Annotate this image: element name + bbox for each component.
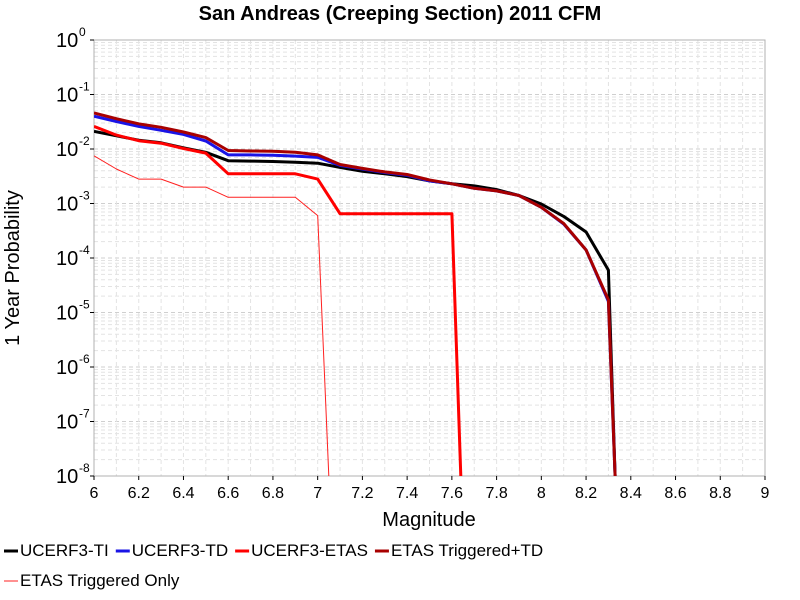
y-tick-base: 10 xyxy=(56,412,78,434)
legend-item: UCERF3-TD xyxy=(115,541,228,560)
y-tick-label: 10 -1 xyxy=(56,80,90,107)
y-tick-label: 10 -7 xyxy=(56,407,90,434)
x-tick-label: 7.2 xyxy=(351,485,373,502)
y-tick-base: 10 xyxy=(56,30,78,52)
legend-item: UCERF3-ETAS xyxy=(235,541,368,560)
series-line-ucerf3-etas xyxy=(94,125,463,476)
gridlines xyxy=(93,40,766,477)
y-tick-base: 10 xyxy=(56,248,78,270)
x-tick-label: 6.8 xyxy=(262,485,284,502)
legend-label: ETAS Triggered+TD xyxy=(391,541,543,560)
y-axis-label: 1 Year Probability xyxy=(2,190,24,346)
legend-item: ETAS Triggered Only xyxy=(4,571,180,590)
x-tick-label: 6.6 xyxy=(217,485,239,502)
series-line-etas-triggered-td xyxy=(94,111,617,476)
y-tick-exponent: -3 xyxy=(79,189,90,203)
x-tick-label: 8.2 xyxy=(575,485,597,502)
y-tick-base: 10 xyxy=(56,85,78,107)
legend-label: UCERF3-TD xyxy=(132,541,228,560)
y-tick-label: 10 -6 xyxy=(56,352,90,379)
x-axis-label: Magnitude xyxy=(382,509,475,531)
y-tick-label: 10 0 xyxy=(56,25,86,52)
x-tick-label: 8.8 xyxy=(709,485,731,502)
x-tick-label: 8.4 xyxy=(620,485,642,502)
x-tick-label: 7.4 xyxy=(396,485,418,502)
y-tick-exponent: -1 xyxy=(79,80,90,94)
y-tick-exponent: 0 xyxy=(79,25,86,39)
y-tick-label: 10 -3 xyxy=(56,189,90,216)
x-tick-label: 6 xyxy=(90,485,99,502)
x-tick-label: 9 xyxy=(761,485,770,502)
y-tick-label: 10 -4 xyxy=(56,243,90,270)
y-tick-label: 10 -8 xyxy=(56,461,90,488)
series-lines xyxy=(94,111,617,476)
legend-item: ETAS Triggered+TD xyxy=(374,541,543,560)
chart-title: San Andreas (Creeping Section) 2011 CFM xyxy=(199,3,602,25)
y-tick-label: 10 -2 xyxy=(56,134,90,161)
legend-item: UCERF3-TI xyxy=(4,541,109,560)
x-tick-label: 8.6 xyxy=(664,485,686,502)
x-tick-label: 7 xyxy=(313,485,322,502)
legend: UCERF3-TI UCERF3-TD UCERF3-ETAS ETAS Trigge… xyxy=(4,541,543,590)
legend-label: ETAS Triggered Only xyxy=(20,571,180,590)
y-tick-exponent: -8 xyxy=(79,461,90,475)
y-tick-exponent: -5 xyxy=(79,298,90,312)
x-axis-ticks: 6 6.2 6.4 6.6 6.8 7 7.2 7.4 7.6 7.8 8 8.2 8.4 8.6 8.8 9 xyxy=(90,476,770,502)
x-tick-label: 7.6 xyxy=(441,485,463,502)
y-tick-exponent: -2 xyxy=(79,134,90,148)
series-line-etas-triggered-only xyxy=(94,155,330,476)
x-tick-label: 6.4 xyxy=(172,485,194,502)
x-tick-label: 7.8 xyxy=(485,485,507,502)
y-tick-base: 10 xyxy=(56,303,78,325)
y-tick-base: 10 xyxy=(56,357,78,379)
y-tick-exponent: -6 xyxy=(79,352,90,366)
x-tick-label: 6.2 xyxy=(128,485,150,502)
y-tick-base: 10 xyxy=(56,194,78,216)
y-tick-exponent: -4 xyxy=(79,243,90,257)
legend-label: UCERF3-TI xyxy=(20,541,109,560)
y-tick-base: 10 xyxy=(56,466,78,488)
y-tick-label: 10 -5 xyxy=(56,298,90,325)
legend-label: UCERF3-ETAS xyxy=(251,541,368,560)
x-tick-label: 8 xyxy=(537,485,546,502)
y-tick-exponent: -7 xyxy=(79,407,90,421)
y-tick-base: 10 xyxy=(56,139,78,161)
